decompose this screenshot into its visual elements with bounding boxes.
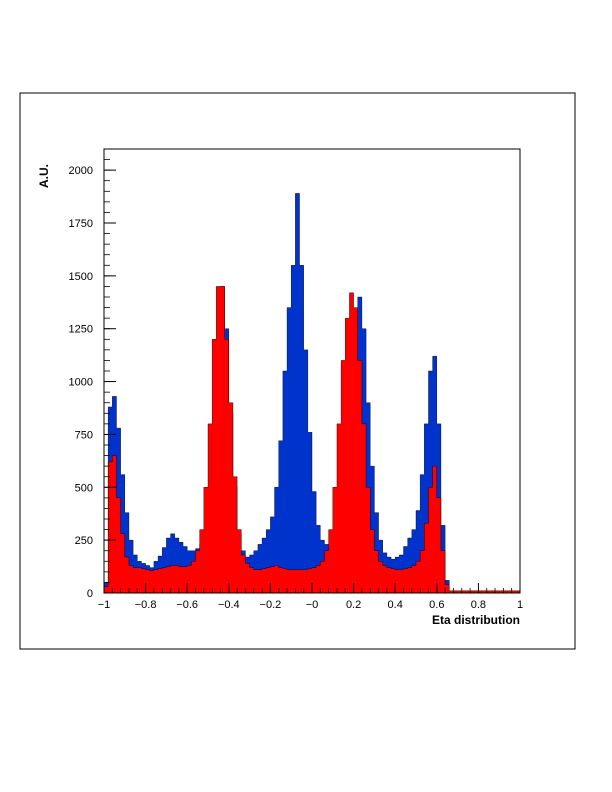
y-tick-label: 750 bbox=[75, 429, 93, 441]
x-tick-label: 0.8 bbox=[471, 599, 486, 611]
x-tick-label: 1 bbox=[517, 599, 523, 611]
y-tick-label: 500 bbox=[75, 482, 93, 494]
y-axis: 0 250 500 750 1000 1250 1500 1750 2000 bbox=[69, 148, 116, 600]
x-tick-label: −1 bbox=[98, 599, 111, 611]
y-tick-label: 1250 bbox=[69, 324, 93, 336]
y-tick-label: 250 bbox=[75, 535, 93, 547]
x-tick-label: 0.6 bbox=[429, 599, 444, 611]
x-tick-label: −0 bbox=[306, 599, 319, 611]
x-tick-label: 0.2 bbox=[346, 599, 361, 611]
x-tick-label: −0.4 bbox=[218, 599, 240, 611]
x-tick-label: −0.2 bbox=[260, 599, 282, 611]
y-tick-label: 1000 bbox=[69, 377, 93, 389]
x-axis: −1 −0.8 −0.6 −0.4 −0.2 −0 0.2 0.4 0.6 0.8 1 bbox=[98, 583, 523, 611]
y-tick-label: 1500 bbox=[69, 271, 93, 283]
histogram-series-1 bbox=[103, 193, 521, 594]
y-tick-label: 0 bbox=[87, 588, 93, 600]
y-axis-title: A.U. bbox=[37, 164, 51, 188]
x-axis-title: Eta distribution bbox=[432, 613, 520, 627]
x-tick-label: 0.4 bbox=[388, 599, 403, 611]
y-tick-label: 1750 bbox=[69, 218, 93, 230]
x-tick-label: −0.6 bbox=[176, 599, 198, 611]
y-tick-label: 2000 bbox=[69, 165, 93, 177]
histogram-series-2 bbox=[103, 286, 521, 594]
canvas-frame bbox=[19, 92, 576, 650]
series-layer bbox=[103, 193, 521, 594]
x-tick-label: −0.8 bbox=[135, 599, 157, 611]
